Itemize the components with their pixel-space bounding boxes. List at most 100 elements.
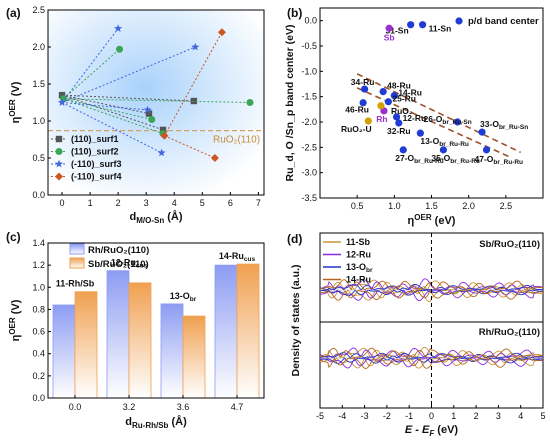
data-point [191,42,200,51]
legend-label: Rh/RuO₂(110) [88,245,149,256]
point-label-main: RuO₂ [391,106,413,116]
data-point [145,110,153,117]
x-tick-label: 4 [172,198,177,208]
bar [214,264,238,399]
dos-curve [319,278,544,291]
x-axis-title-sub: F [429,429,435,438]
x-tick-label: 3 [496,411,501,421]
legend-label: (110)_surf2 [71,147,119,157]
bar-annotation-sub: cus [136,263,148,270]
y-tick-label: 0.8 [32,304,45,314]
y-axis-title: ηOER (V) [8,299,22,341]
y-axis-title-sup: OER [8,317,17,335]
point-label-sub: br_Ru-Ru [414,158,444,165]
panel-label: (c) [6,230,21,244]
series-connector [63,98,152,121]
x-tick-label: 1.0 [388,201,401,211]
bar [106,270,130,399]
legend-label: (-110)_surf4 [71,172,122,182]
x-tick-label: 2.5 [500,201,513,211]
subplot-title: Sb/RuO₂(110) [479,239,540,250]
bar [160,303,184,399]
y-tick-label: -2.5 [301,142,317,152]
x-tick-label: 1 [451,411,456,421]
y-tick-label: 2.0 [32,42,45,52]
bar [52,304,76,399]
legend-swatch [69,257,85,269]
point-label-main: 26-O [424,114,443,124]
legend-label: Sb/RuO₂(110) [88,259,149,270]
point-label-main: 13-O [420,136,439,146]
data-point [439,146,447,154]
y-tick-label: 1.4 [32,238,45,248]
bar [182,315,206,399]
x-tick-label: -5 [316,411,324,421]
x-tick-label: 3.6 [177,402,190,412]
legend-label-main: 14-Ru [346,275,371,285]
dos-curve [319,357,544,369]
point-label-sub: br_Ru-Ru [450,158,480,165]
data-point [359,99,367,107]
data-point [392,113,401,121]
point-label: 25-Ru [392,94,416,104]
legend-marker [55,172,63,181]
legend-marker [54,159,64,168]
x-axis-title-sub: Ru-Rh/Sb [132,421,169,430]
x-axis-title-sup: OER [414,213,432,222]
data-point [395,119,403,127]
data-point [217,28,226,37]
bar-annotation: 11-Rh/Sb [56,279,95,289]
data-point [210,154,219,162]
bar-annotation-main: 11-Rh/Sb [56,279,95,289]
panel-c: (c)0.011-Rh/Sb3.212-Rucus3.613-Obr4.714-… [6,230,265,430]
point-label-main: 11-Sn [429,24,452,34]
x-axis-title: E - EF (eV) [405,424,459,438]
data-point [57,98,67,106]
data-point [377,102,385,110]
point-label-main: 14-Ru [398,88,422,98]
axes-frame [47,9,265,196]
data-point [143,105,152,114]
y-tick-label: 0.5 [32,153,45,163]
y-tick-label: 0.6 [32,327,45,337]
y-tick-label: 1.0 [32,116,45,126]
y-tick-label: 0.0 [32,190,45,200]
x-tick-label: 2.0 [462,201,475,211]
data-point [114,24,123,32]
x-tick-label: 2 [474,411,479,421]
data-point [157,148,166,157]
y-axis-title: Density of states (a.u.) [290,264,302,376]
x-tick-label: 0.5 [351,201,364,211]
x-tick-label: 3 [144,198,149,208]
bar-annotation-main: 12-Ru [111,258,136,268]
point-label: Sb [384,32,395,42]
legend-marker [55,135,63,143]
data-point [482,146,491,154]
y-axis-title: ηOER (V) [8,81,22,123]
x-tick-label: -4 [338,411,346,421]
series-connector [62,94,194,102]
bar-annotation: 14-Rucus [219,251,256,263]
x-tick-label: 4 [518,411,523,421]
series-connector [63,48,120,100]
y-tick-label: -3.5 [301,193,317,203]
legend-marker [455,17,463,25]
x-axis-title-sub: M/O-Sn [136,216,164,225]
point-label: 13-Obr_Ru-Ru [420,136,469,148]
data-point [478,128,486,136]
data-point [418,21,427,29]
point-label: 46-Ru [345,105,369,115]
series-connector [63,98,250,103]
series-connector [61,46,196,103]
series-connector [61,94,150,115]
series-connector [63,98,164,135]
data-point [399,146,407,154]
legend-label-main: 11-Sb [346,237,371,247]
y-tick-label: -1.0 [301,66,317,76]
point-label-main: 35-O [431,153,450,163]
point-label-main: Rh [376,114,387,124]
y-tick-label: 2.5 [32,5,45,15]
data-point [160,131,169,140]
